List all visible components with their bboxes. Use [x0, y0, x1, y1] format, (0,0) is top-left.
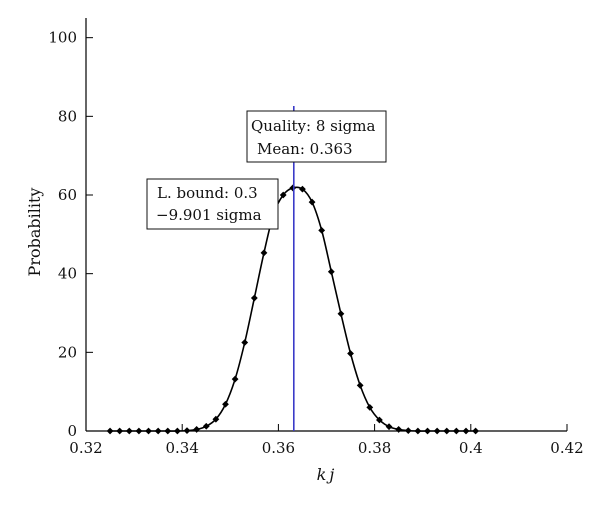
- data-point: [376, 416, 383, 424]
- data-point: [116, 427, 124, 435]
- data-point: [222, 400, 229, 408]
- data-point: [404, 427, 412, 435]
- x-tick-label: 0.36: [262, 439, 295, 457]
- data-point: [347, 350, 354, 357]
- data-point: [433, 427, 441, 435]
- data-point: [135, 427, 143, 435]
- data-point: [299, 185, 306, 193]
- annotation-lower-bound-line-2: −9.901 sigma: [156, 206, 262, 224]
- data-point: [443, 427, 451, 435]
- annotation-quality-box: [246, 110, 387, 163]
- x-axis-title: kj: [317, 465, 338, 484]
- annotation-lower-bound: L. bound: 0.3 −9.901 sigma: [146, 178, 279, 230]
- data-point: [125, 427, 133, 435]
- x-tick-label: 0.4: [459, 439, 483, 457]
- annotation-lower-bound-box: [146, 178, 279, 230]
- data-point: [154, 427, 162, 435]
- data-point: [241, 339, 249, 346]
- y-tick-label: 100: [48, 29, 77, 47]
- x-tick-label: 0.32: [69, 439, 102, 457]
- data-point: [231, 375, 239, 383]
- data-point: [106, 427, 114, 435]
- y-tick-label: 60: [58, 186, 77, 204]
- data-point: [395, 426, 403, 433]
- annotation-quality-line-1: Quality: 8 sigma: [251, 117, 375, 135]
- x-tick-label: 0.38: [358, 439, 391, 457]
- data-point: [202, 422, 210, 430]
- data-point: [356, 381, 364, 389]
- y-tick-label: 20: [58, 343, 77, 361]
- data-point: [289, 184, 297, 192]
- data-point: [212, 415, 220, 423]
- annotation-quality-line-2: Mean: 0.363: [257, 140, 353, 158]
- x-tick-label: 0.34: [165, 439, 198, 457]
- y-tick-label: 80: [58, 107, 77, 125]
- data-point: [366, 404, 374, 411]
- annotation-lower-bound-line-1: L. bound: 0.3: [157, 184, 258, 202]
- data-point: [173, 427, 181, 435]
- data-point: [414, 427, 422, 435]
- data-point: [260, 249, 268, 257]
- data-point: [145, 427, 152, 435]
- data-point: [279, 191, 287, 199]
- data-point: [183, 427, 191, 435]
- ticks: 0.32 0.34 0.36 0.38 0.4 0.42 0 20 40 60 80 100: [48, 29, 583, 457]
- data-point: [193, 426, 201, 433]
- y-tick-label: 40: [58, 265, 77, 283]
- data-point: [308, 198, 316, 206]
- data-point: [424, 427, 431, 435]
- series-markers: [106, 184, 480, 435]
- data-point: [462, 427, 470, 435]
- data-point: [385, 423, 393, 431]
- y-axis-title: Probability: [25, 188, 44, 277]
- data-point: [472, 427, 480, 435]
- data-point: [250, 294, 258, 302]
- data-point: [337, 310, 345, 318]
- x-tick-label: 0.42: [550, 439, 583, 457]
- y-tick-label: 0: [67, 422, 77, 440]
- data-point: [318, 227, 326, 234]
- data-point: [452, 427, 460, 435]
- data-point: [327, 268, 335, 276]
- data-point: [164, 427, 172, 435]
- annotation-quality: Quality: 8 sigma Mean: 0.363: [246, 110, 387, 163]
